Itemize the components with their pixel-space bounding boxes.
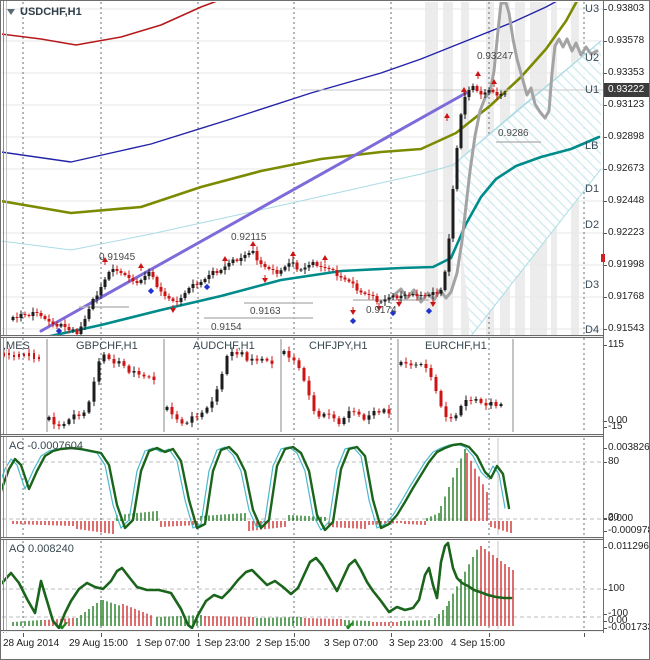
mini-pane-left-label: ,MES: [3, 340, 30, 352]
time-label: 2 Sep 15:00: [256, 638, 310, 649]
current-price-tag: 0.93222: [604, 83, 649, 97]
time-label: 29 Aug 15:00: [69, 638, 128, 649]
mini-symbols-pane[interactable]: [2, 338, 603, 432]
ac-scale-value: 20: [603, 512, 620, 523]
price-tick: 0.91768: [603, 291, 645, 302]
mini-scale-value: 115: [604, 339, 624, 350]
price-annotation: 0.93247: [477, 51, 514, 62]
price-tick: 0.92673: [603, 163, 645, 174]
time-tick: [584, 633, 585, 637]
price-annotation: 0.9174: [366, 305, 397, 316]
price-annotation: 0.91945: [99, 252, 136, 263]
symbol-title-label: USDCHF,H1: [20, 6, 82, 18]
mini-symbol-label: AUDCHF,H1: [193, 340, 255, 352]
price-tick: 0.92223: [603, 227, 645, 238]
time-tick: [489, 633, 490, 637]
mini-symbol-label: CHFJPY,H1: [309, 340, 368, 352]
price-scale[interactable]: 0.93222 0.93803 0.93578 0.93353 0.93123 0.92…: [601, 1, 650, 659]
buy-signal-icon: ✔: [59, 619, 70, 633]
price-tick: 0.92448: [603, 195, 645, 206]
mini-symbol-label: GBPCHF,H1: [76, 340, 138, 352]
price-tick: 0.92898: [603, 131, 645, 142]
price-tick: 0.93123: [603, 99, 645, 110]
price-annotation: 0.9163: [250, 306, 281, 317]
time-label: 1 Sep 23:00: [196, 638, 250, 649]
ac-indicator-pane[interactable]: [1, 438, 603, 535]
ao-scale-value: 0.011296: [604, 541, 649, 552]
time-tick: [294, 633, 295, 637]
price-tick: 0.91543: [603, 323, 645, 334]
price-annotation: 0.9154: [211, 322, 242, 333]
mini-scale-value: 0.00: [603, 415, 628, 426]
ao-indicator-pane[interactable]: [1, 541, 603, 629]
price-tick: 0.91998: [603, 259, 645, 270]
price-annotation: 0.92115: [231, 232, 267, 243]
buy-signal-icon: ✔: [345, 619, 356, 633]
ac-scale-value: 0.000: [603, 513, 634, 524]
band-label-u2: U2: [585, 52, 600, 64]
price-scale-border: [603, 1, 604, 659]
time-axis-border: [1, 630, 649, 632]
symbol-title[interactable]: USDCHF,H1: [7, 6, 82, 18]
time-label: 3 Sep 07:00: [324, 638, 378, 649]
time-label: 28 Aug 2014: [3, 638, 60, 649]
axis-red-marker: [601, 254, 605, 262]
band-label-d3: D3: [585, 279, 600, 291]
ao-scale-value: -0.001733: [603, 622, 649, 633]
ac-scale-value: 0.003826: [604, 442, 650, 453]
price-tick: 0.93803: [603, 3, 645, 14]
ao-scale-value: 0.00: [603, 615, 628, 626]
pane-separator-main-mini[interactable]: [1, 335, 649, 338]
time-tick: [101, 633, 102, 637]
mini-symbol-label: EURCHF,H1: [425, 340, 487, 352]
main-chart[interactable]: [1, 1, 603, 341]
ao-scale-value: 100: [604, 583, 625, 594]
band-label-d1: D1: [585, 183, 600, 195]
ao-scale-value: -100: [603, 608, 629, 619]
ac-scale-value: -0.000978: [603, 525, 649, 536]
window-left-border-inner: [6, 1, 7, 659]
time-axis[interactable]: 28 Aug 2014 29 Aug 15:00 1 Sep 07:00 1 Sep …: [1, 633, 649, 659]
chevron-down-icon[interactable]: [7, 9, 15, 15]
pane-separator-ac-ao[interactable]: [1, 537, 649, 540]
window-left-border: [3, 1, 4, 659]
ac-scale-value: 80: [603, 456, 620, 467]
band-label-lb: LB: [585, 140, 599, 152]
time-label: 4 Sep 15:00: [451, 638, 505, 649]
time-label: 1 Sep 07:00: [136, 638, 190, 649]
price-annotation: 0.9286: [498, 128, 529, 139]
band-label-d2: D2: [585, 219, 600, 231]
time-tick: [198, 633, 199, 637]
mini-scale-value: -15: [603, 421, 623, 432]
price-tick: 0.93353: [603, 67, 645, 78]
band-label-d4: D4: [585, 324, 600, 336]
time-tick: [391, 633, 392, 637]
ac-indicator-label: AC -0.0007604: [9, 440, 83, 452]
band-label-u3: U3: [585, 3, 600, 15]
time-label: 3 Sep 23:00: [389, 638, 443, 649]
time-tick: [23, 633, 24, 637]
pane-separator-mini-ac[interactable]: [1, 434, 649, 437]
ao-indicator-label: AO 0.008240: [9, 543, 74, 555]
band-label-u1: U1: [585, 84, 600, 96]
price-tick: 0.93578: [603, 35, 645, 46]
